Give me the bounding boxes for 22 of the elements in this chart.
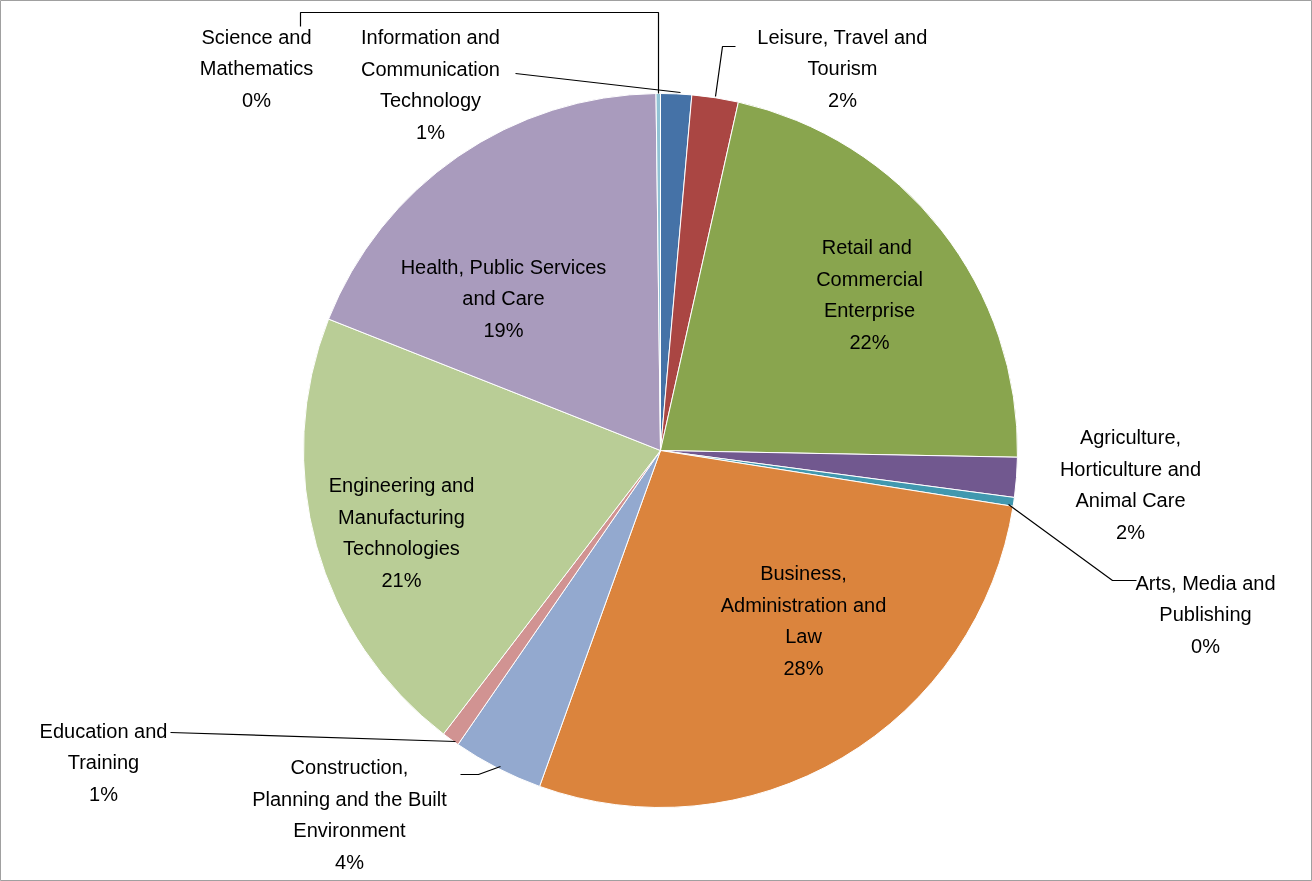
slice-label: Science and Mathematics [199,25,314,80]
slice-label: Construction, Planning and the Built Environment [252,755,448,842]
slice-label: Agriculture, Horticulture and Animal Care [1059,425,1202,512]
data-label: 28% [783,657,824,680]
slice-label: Engineering and Manufacturing Technologies [328,473,475,560]
slice-label: Health, Public Services and Care [400,255,607,310]
data-label: 2% [828,89,858,112]
slice-label: Leisure, Travel and Tourism [757,25,928,80]
data-label: 0% [242,89,272,112]
data-label: 2% [1116,521,1146,544]
data-label: 21% [381,569,422,592]
data-label: 1% [89,783,119,806]
data-label: 22% [849,331,890,354]
data-label: 1% [416,121,446,144]
slice-label: Retail and Commercial Enterprise [816,235,923,322]
slice-label: Arts, Media and Publishing [1135,571,1276,626]
slice-label: Education and Training [39,719,168,774]
data-label: 4% [335,851,365,874]
slice-label: Business, Administration and Law [720,561,887,648]
data-label: 0% [1191,635,1221,658]
data-label: 19% [483,319,524,342]
slice-label: Information and Communication Technology [361,25,500,112]
